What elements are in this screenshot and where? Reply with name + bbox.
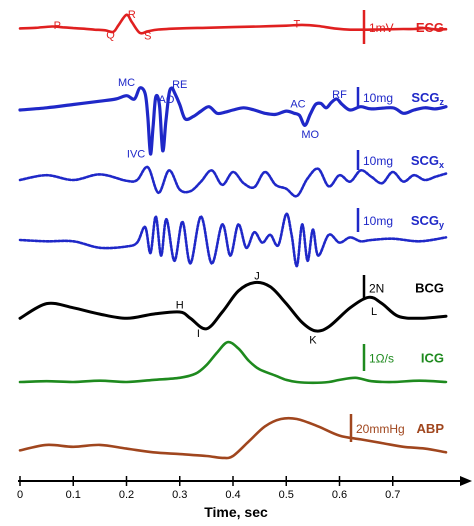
annotation-scgz-ac: AC bbox=[290, 98, 305, 110]
series-scgx-line bbox=[18, 165, 448, 198]
annotation-ecg-q: Q bbox=[106, 29, 115, 41]
x-tick-label: 0.7 bbox=[385, 489, 400, 501]
series-scgx-scale-label: 10mg bbox=[363, 154, 393, 168]
annotation-bcg-h: H bbox=[176, 300, 184, 312]
series-abp-scale-label: 20mmHg bbox=[356, 422, 405, 436]
annotation-ecg-p: P bbox=[54, 20, 61, 32]
series-icg-scale-label: 1Ω/s bbox=[369, 352, 394, 366]
x-tick-label: 0.3 bbox=[172, 489, 187, 501]
series-ecg: 1mV ECG P R Q S T bbox=[18, 9, 448, 44]
signal-traces: 1mV ECG P R Q S T 10mg SCGz MC AO RE IVC AC RF MO 10mg SC… bbox=[18, 9, 448, 460]
x-tick-label: 0.2 bbox=[119, 489, 134, 501]
annotation-bcg-j: J bbox=[254, 270, 260, 282]
annotation-ecg-r: R bbox=[128, 9, 136, 21]
series-abp: 20mmHg ABP bbox=[18, 414, 448, 460]
series-icg-line bbox=[18, 340, 448, 385]
series-scgy-scale-label: 10mg bbox=[363, 214, 393, 228]
annotation-scgz-ao: AO bbox=[158, 94, 174, 106]
series-scgy: 10mg SCGy bbox=[18, 208, 448, 268]
series-icg: 1Ω/s ICG bbox=[18, 340, 448, 385]
annotation-bcg-k: K bbox=[309, 334, 317, 346]
time-axis: 0 0.1 0.2 0.3 0.4 0.5 0.6 0.7 Time, sec bbox=[17, 476, 472, 520]
x-tick-label: 0.6 bbox=[332, 489, 347, 501]
x-tick-label: 0 bbox=[17, 489, 23, 501]
annotation-bcg-l: L bbox=[371, 306, 377, 318]
series-ecg-name: ECG bbox=[416, 20, 444, 35]
series-bcg-name: BCG bbox=[415, 281, 444, 296]
time-axis-arrow-icon bbox=[460, 476, 472, 486]
series-bcg-line bbox=[18, 280, 448, 333]
annotation-scgz-re: RE bbox=[172, 79, 187, 91]
series-icg-name: ICG bbox=[421, 351, 444, 366]
annotation-scgz-mc: MC bbox=[118, 77, 135, 89]
series-ecg-line bbox=[18, 13, 448, 35]
series-scgy-name: SCGy bbox=[411, 213, 444, 230]
series-scgy-line bbox=[18, 212, 448, 268]
series-scgx: 10mg SCGx bbox=[18, 150, 448, 198]
series-abp-name: ABP bbox=[417, 421, 445, 436]
x-tick-label: 0.4 bbox=[225, 489, 240, 501]
series-bcg-scale-label: 2N bbox=[369, 282, 384, 296]
x-tick-label: 0.1 bbox=[66, 489, 81, 501]
series-scgz-line bbox=[18, 86, 448, 156]
annotation-ecg-t: T bbox=[294, 18, 301, 30]
series-abp-line bbox=[18, 416, 448, 460]
annotation-ecg-s: S bbox=[144, 30, 151, 42]
time-axis-ticks: 0 0.1 0.2 0.3 0.4 0.5 0.6 0.7 bbox=[17, 476, 400, 501]
time-axis-label: Time, sec bbox=[204, 504, 268, 520]
series-scgx-name: SCGx bbox=[411, 153, 444, 170]
series-ecg-scale-label: 1mV bbox=[369, 21, 394, 35]
annotation-scgz-ivc: IVC bbox=[127, 148, 145, 160]
x-tick-label: 0.5 bbox=[279, 489, 294, 501]
series-scgz: 10mg SCGz MC AO RE IVC AC RF MO bbox=[18, 77, 448, 160]
series-bcg: 2N BCG H I J K L bbox=[18, 270, 448, 346]
series-scgz-name: SCGz bbox=[411, 90, 444, 107]
series-scgz-scale-label: 10mg bbox=[363, 91, 393, 105]
annotation-bcg-i: I bbox=[197, 328, 200, 340]
annotation-scgz-rf: RF bbox=[332, 89, 347, 101]
annotation-scgz-mo: MO bbox=[301, 129, 319, 141]
